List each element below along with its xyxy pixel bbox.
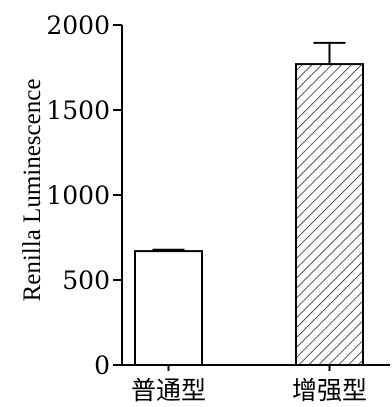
y-tick-label: 1500 (46, 96, 110, 125)
x-category-label: 增强型 (292, 376, 367, 405)
plot-area: 0 500 1000 1500 2000 普通型 增强型 (46, 11, 390, 405)
y-tick-label: 2000 (46, 11, 110, 40)
x-category-label: 普通型 (131, 376, 206, 405)
y-tick-label: 1000 (46, 181, 110, 210)
y-tick-label: 0 (94, 351, 110, 380)
bar (134, 250, 203, 367)
y-axis-title: Renilla Luminescence (19, 79, 46, 302)
y-tick-label: 500 (62, 266, 110, 295)
bar (295, 63, 364, 366)
